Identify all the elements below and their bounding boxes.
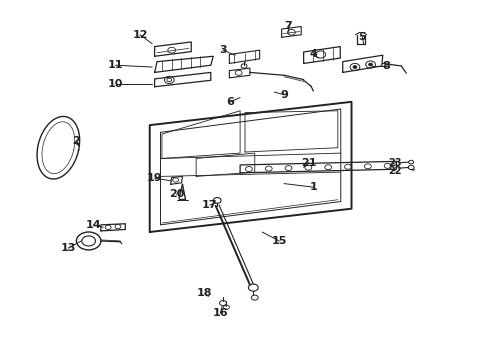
Text: 12: 12 <box>132 30 147 40</box>
Text: 10: 10 <box>108 79 123 89</box>
Text: 11: 11 <box>108 60 123 70</box>
Text: 17: 17 <box>202 200 218 210</box>
Text: 18: 18 <box>197 288 213 298</box>
Text: 5: 5 <box>359 32 366 41</box>
Text: 20: 20 <box>169 189 184 199</box>
Text: 3: 3 <box>219 45 227 55</box>
Circle shape <box>353 66 357 68</box>
Text: 6: 6 <box>226 97 234 107</box>
Text: 13: 13 <box>60 243 76 253</box>
Text: 4: 4 <box>310 49 318 59</box>
Text: 22: 22 <box>389 166 402 176</box>
Text: 8: 8 <box>383 61 391 71</box>
Circle shape <box>368 63 372 66</box>
Text: 2: 2 <box>73 136 80 145</box>
Text: 15: 15 <box>271 236 287 246</box>
Text: 7: 7 <box>284 21 292 31</box>
Text: 19: 19 <box>147 173 162 183</box>
Text: 21: 21 <box>301 158 316 168</box>
Text: 16: 16 <box>213 309 228 318</box>
Text: 1: 1 <box>310 182 318 192</box>
Text: 14: 14 <box>86 220 101 230</box>
Text: 9: 9 <box>280 90 288 100</box>
Text: 23: 23 <box>389 158 402 168</box>
